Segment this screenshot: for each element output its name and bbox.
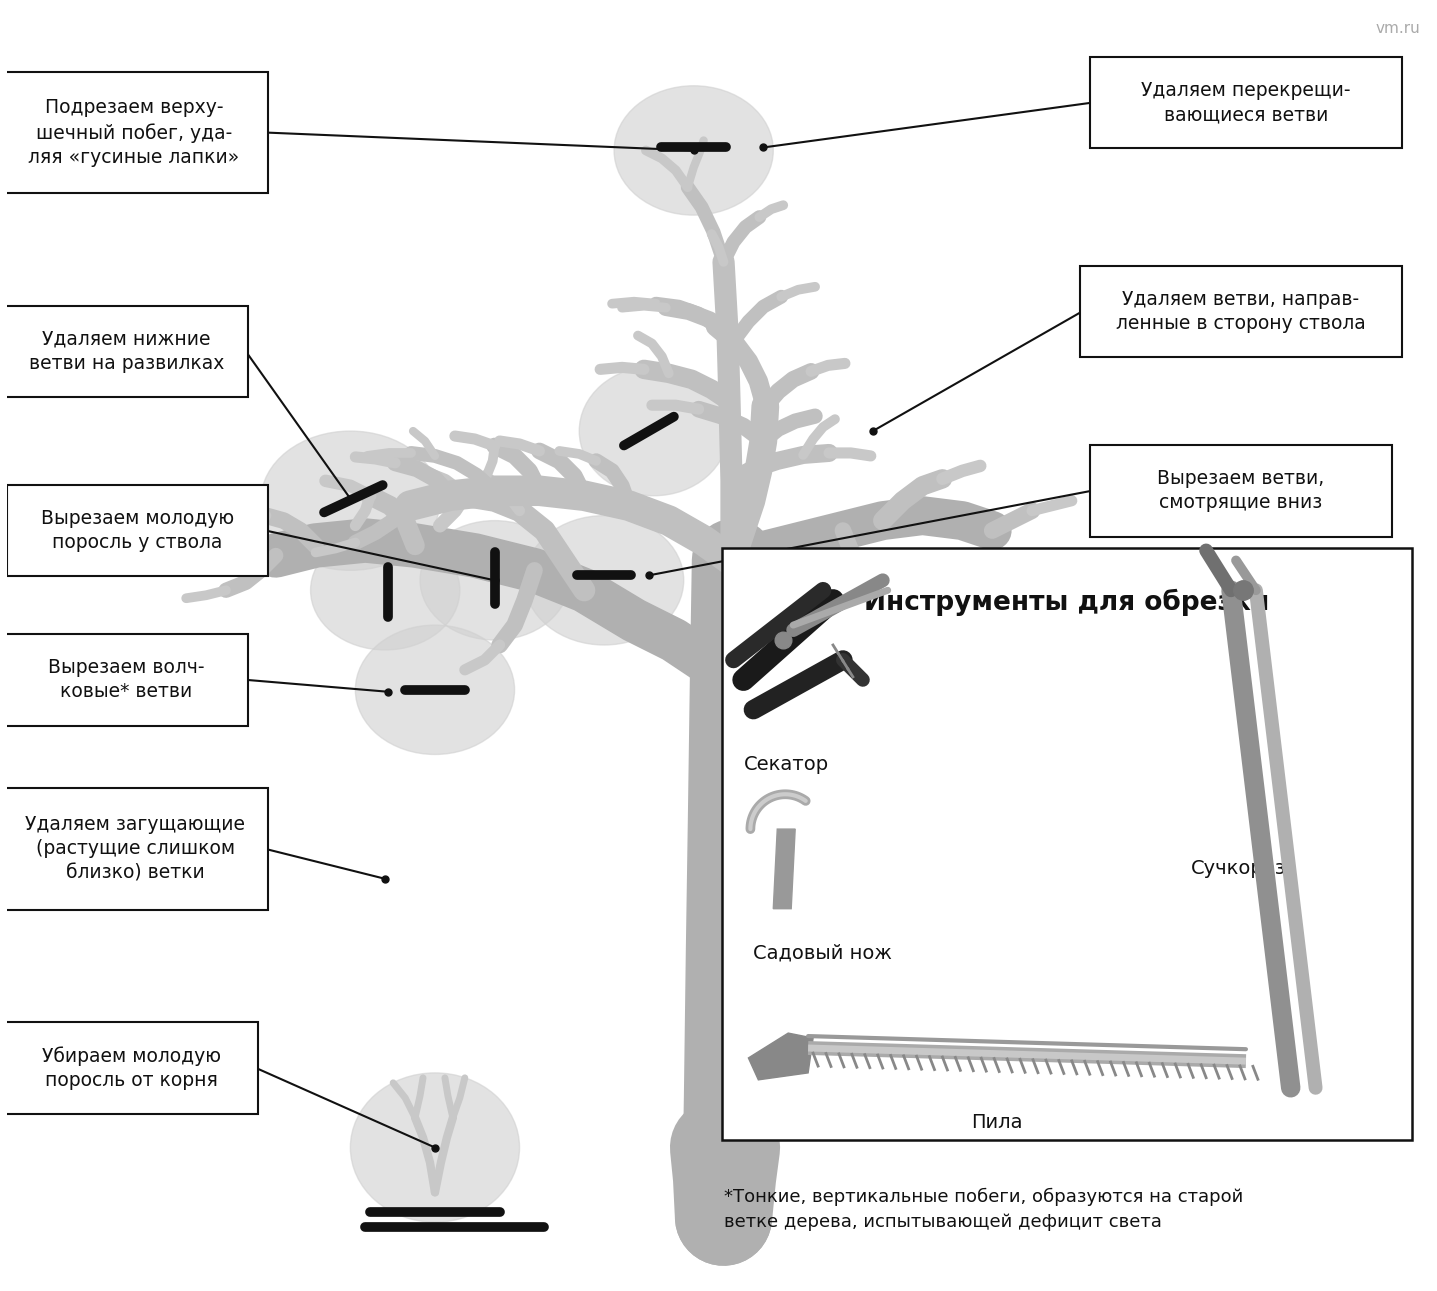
Ellipse shape bbox=[525, 515, 684, 646]
FancyBboxPatch shape bbox=[1089, 445, 1392, 537]
Text: Удаляем нижние
ветви на развилках: Удаляем нижние ветви на развилках bbox=[29, 329, 224, 373]
FancyBboxPatch shape bbox=[0, 72, 267, 194]
FancyBboxPatch shape bbox=[1079, 266, 1403, 358]
Text: *Тонкие, вертикальные побеги, образуются на старой
ветке дерева, испытывающей де: *Тонкие, вертикальные побеги, образуются… bbox=[724, 1188, 1243, 1230]
FancyBboxPatch shape bbox=[7, 485, 267, 576]
Text: Садовый нож: Садовый нож bbox=[753, 944, 892, 963]
FancyBboxPatch shape bbox=[6, 306, 249, 398]
Text: Удаляем загущающие
(растущие слишком
близко) ветки: Удаляем загущающие (растущие слишком бли… bbox=[26, 815, 246, 883]
Ellipse shape bbox=[355, 625, 514, 754]
Polygon shape bbox=[749, 1033, 813, 1079]
Text: Удаляем ветви, направ-
ленные в сторону ствола: Удаляем ветви, направ- ленные в сторону … bbox=[1117, 290, 1365, 333]
Ellipse shape bbox=[262, 431, 440, 571]
Text: Вырезаем ветви,
смотрящие вниз: Вырезаем ветви, смотрящие вниз bbox=[1157, 469, 1325, 513]
FancyBboxPatch shape bbox=[1089, 57, 1403, 148]
Ellipse shape bbox=[579, 367, 729, 496]
Polygon shape bbox=[773, 829, 795, 909]
Ellipse shape bbox=[614, 85, 773, 216]
Text: vm.ru: vm.ru bbox=[1375, 21, 1420, 36]
FancyBboxPatch shape bbox=[6, 1022, 257, 1114]
Text: Сучкорез: Сучкорез bbox=[1191, 860, 1286, 878]
Text: Подрезаем верху-
шечный побег, уда-
ляя «гусиные лапки»: Подрезаем верху- шечный побег, уда- ляя … bbox=[29, 98, 240, 167]
Text: Вырезаем волч-
ковые* ветви: Вырезаем волч- ковые* ветви bbox=[49, 658, 204, 701]
Text: Убираем молодую
поросль от корня: Убираем молодую поросль от корня bbox=[42, 1046, 221, 1090]
Text: Вырезаем молодую
поросль у ствола: Вырезаем молодую поросль у ствола bbox=[40, 509, 234, 553]
Ellipse shape bbox=[420, 520, 569, 640]
Ellipse shape bbox=[310, 531, 460, 649]
Text: Инструменты для обрезки: Инструменты для обрезки bbox=[864, 589, 1269, 616]
Text: Секатор: Секатор bbox=[743, 755, 829, 773]
FancyBboxPatch shape bbox=[721, 549, 1413, 1140]
Text: Пила: Пила bbox=[971, 1113, 1023, 1132]
FancyBboxPatch shape bbox=[6, 634, 249, 726]
Text: Удаляем перекрещи-
вающиеся ветви: Удаляем перекрещи- вающиеся ветви bbox=[1141, 81, 1351, 124]
Ellipse shape bbox=[351, 1073, 520, 1223]
FancyBboxPatch shape bbox=[3, 789, 267, 910]
